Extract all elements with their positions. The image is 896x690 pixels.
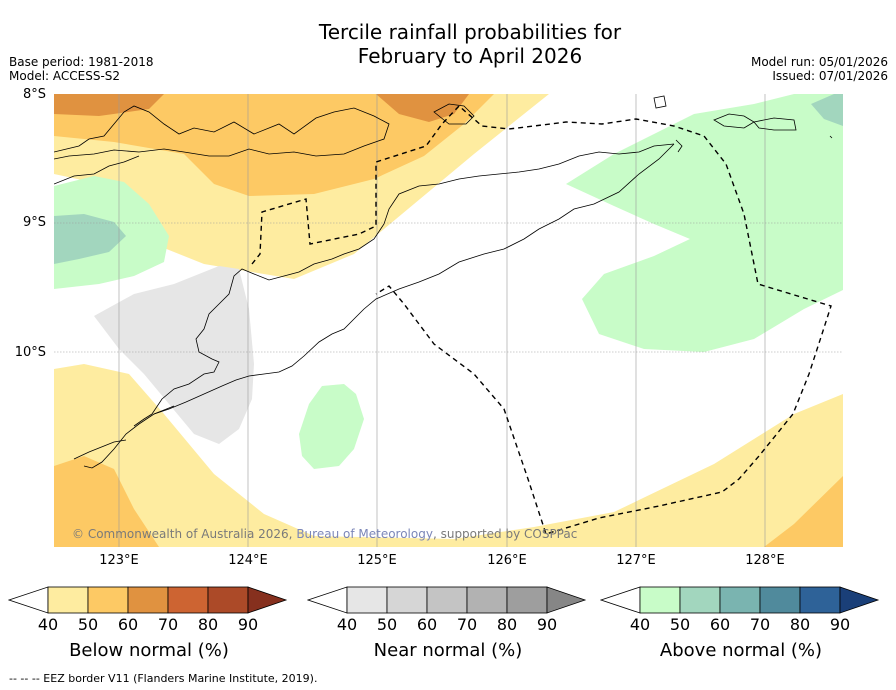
colorbar-near-normal: 40 50 60 70 80 90 Near normal (%) — [307, 586, 589, 666]
coastlines — [54, 95, 833, 469]
colorbar-below-normal-title: Below normal (%) — [69, 640, 229, 661]
tick: 80 — [197, 615, 219, 634]
tick: 60 — [117, 615, 139, 634]
rainfall-probability-map: © Commonwealth of Australia 2026, Bureau… — [54, 94, 843, 547]
title-line-2: February to April 2026 — [357, 44, 583, 68]
lat-label-10s: 10°S — [14, 345, 46, 360]
lon-label-123e: 123°E — [99, 553, 139, 568]
colorbar-segment — [639, 586, 681, 614]
colorbar-above-normal-bar — [600, 586, 880, 614]
lon-label-128e: 128°E — [745, 553, 785, 568]
map-area: © Commonwealth of Australia 2026, Bureau… — [54, 94, 843, 547]
colorbar-near-normal-bar — [307, 586, 587, 614]
graticule — [54, 94, 843, 547]
tick: 70 — [749, 615, 771, 634]
colorbar-extend-low — [8, 586, 49, 614]
tick: 60 — [709, 615, 731, 634]
tick: 80 — [789, 615, 811, 634]
eez-legend-note: -- -- -- EEZ border V11 (Flanders Marine… — [9, 672, 318, 685]
colorbar-segment — [506, 586, 548, 614]
title-line-1: Tercile rainfall probabilities for — [318, 20, 622, 44]
below-normal-50-southwest-region — [54, 364, 843, 547]
below-normal-60-southeast-region — [764, 476, 843, 547]
tick: 60 — [416, 615, 438, 634]
colorbar-below-normal: 40 50 60 70 80 90 Below normal (%) — [8, 586, 290, 666]
map-title: Tercile rainfall probabilities for Febru… — [0, 20, 896, 68]
colorbar-extend-high — [839, 586, 880, 614]
tick: 50 — [669, 615, 691, 634]
near-normal-50-region — [94, 266, 254, 444]
colorbar-segment — [466, 586, 508, 614]
colorbar-segment — [386, 586, 428, 614]
colorbar-above-normal-title: Above normal (%) — [659, 640, 823, 661]
lon-label-127e: 127°E — [616, 553, 656, 568]
tick: 40 — [629, 615, 651, 634]
colorbar-segment — [346, 586, 388, 614]
below-normal-60-southwest-region — [54, 456, 159, 547]
colorbar-near-normal-title: Near normal (%) — [373, 640, 523, 661]
below-normal-70-west-region — [54, 94, 164, 116]
eez-border — [251, 105, 832, 535]
lat-label-8s: 8°S — [22, 87, 46, 102]
colorbar-segment — [207, 586, 249, 614]
above-normal-60-northeast-region — [811, 94, 843, 126]
colorbar-segment — [799, 586, 841, 614]
model-run-date: Model run: 05/01/2026 — [750, 55, 888, 69]
tick: 40 — [37, 615, 59, 634]
model-name: Model: ACCESS-S2 — [9, 69, 121, 83]
colorbar-segment — [426, 586, 468, 614]
above-normal-50-central-region — [299, 384, 364, 469]
colorbar-segment — [167, 586, 209, 614]
colorbar-extend-low — [307, 586, 348, 614]
colorbar-extend-high — [546, 586, 587, 614]
tick: 90 — [829, 615, 851, 634]
tick: 40 — [336, 615, 358, 634]
lon-label-126e: 126°E — [487, 553, 527, 568]
above-normal-60-west-region — [54, 214, 126, 264]
colorbar-below-normal-bar — [8, 586, 288, 614]
colorbar-segment — [679, 586, 721, 614]
tick: 50 — [77, 615, 99, 634]
lon-label-124e: 124°E — [228, 553, 268, 568]
tick: 90 — [237, 615, 259, 634]
tick: 90 — [536, 615, 558, 634]
base-period: Base period: 1981-2018 — [9, 55, 154, 69]
tick: 50 — [376, 615, 398, 634]
colorbar-segment — [47, 586, 89, 614]
issued-date: Issued: 07/01/2026 — [772, 69, 888, 83]
colorbar-segment — [87, 586, 129, 614]
colorbar-extend-high — [247, 586, 288, 614]
tick: 70 — [157, 615, 179, 634]
above-normal-50-east-region — [566, 94, 843, 352]
lon-label-125e: 125°E — [357, 553, 397, 568]
lat-label-9s: 9°S — [22, 215, 46, 230]
tick: 80 — [496, 615, 518, 634]
colorbar-segment — [719, 586, 761, 614]
below-normal-60-north-region — [54, 94, 494, 196]
colorbar-extend-low — [600, 586, 641, 614]
colorbar-above-normal: 40 50 60 70 80 90 Above normal (%) — [600, 586, 882, 666]
below-normal-70-east-region — [376, 94, 469, 122]
colorbar-segment — [759, 586, 801, 614]
tick: 70 — [456, 615, 478, 634]
colorbar-segment — [127, 586, 169, 614]
map-credit: © Commonwealth of Australia 2026, Bureau… — [72, 527, 577, 541]
